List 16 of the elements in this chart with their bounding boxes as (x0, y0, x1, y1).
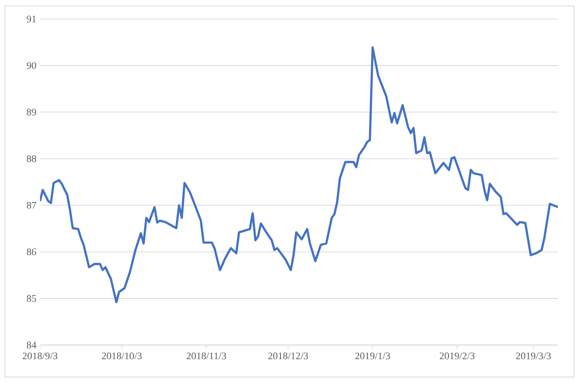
y-tick-label: 89 (26, 108, 36, 116)
y-tick-label: 84 (26, 342, 36, 348)
y-tick-label: 91 (26, 16, 36, 22)
y-tick-label: 90 (26, 62, 36, 69)
y-tick-label: 85 (26, 295, 36, 302)
y-tick-label: 88 (26, 155, 36, 162)
y-tick-label: 87 (26, 202, 36, 209)
x-tick-label: 2018/10/3 (102, 352, 142, 360)
x-tick-label: 2019/2/3 (440, 352, 475, 360)
x-tick-label: 2018/9/3 (22, 352, 58, 360)
x-tick-label: 2019/1/3 (355, 352, 390, 360)
line-series (40, 46, 558, 304)
x-tick-label: 2018/12/3 (268, 352, 308, 360)
y-tick-label: 86 (26, 248, 36, 256)
x-tick-label: 2019/3/3 (516, 352, 551, 360)
x-tick-label: 2018/11/3 (186, 352, 226, 360)
